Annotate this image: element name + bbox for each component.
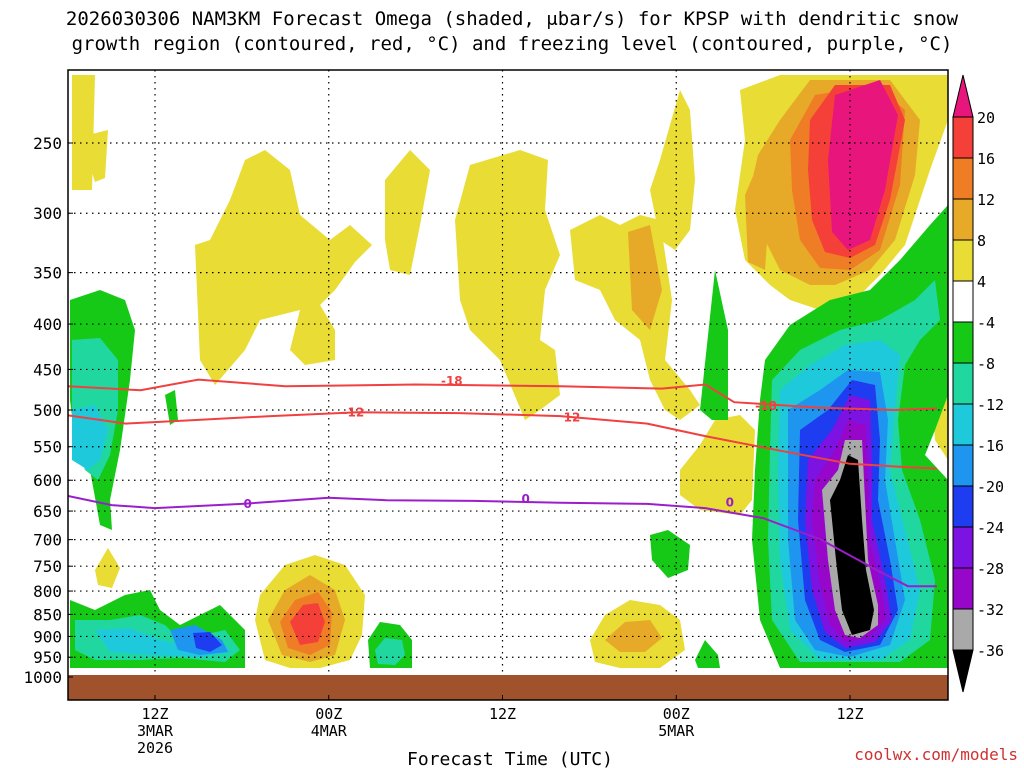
x-tick-label: 5MAR <box>658 722 695 740</box>
colorbar-segment <box>952 444 974 487</box>
shade-upper-yellow-mid <box>195 150 372 385</box>
contour-label: 0 <box>521 492 529 506</box>
colorbar-label: -12 <box>977 396 1004 414</box>
contour-label: -18 <box>441 374 463 388</box>
y-axis: 250 300 350 400 450 500 550 600 650 700 750 800 850 9… <box>23 134 73 687</box>
x-tick-label: 4MAR <box>311 722 348 740</box>
y-tick-label: 750 <box>33 557 62 576</box>
colorbar-label: -24 <box>977 519 1004 537</box>
colorbar-segment <box>952 157 974 200</box>
colorbar-label: -28 <box>977 560 1004 578</box>
shade-upper-yellow-b <box>385 150 430 275</box>
y-tick-label: 250 <box>33 134 62 153</box>
y-tick-label: 450 <box>33 360 62 379</box>
x-tick-label: 12Z <box>141 705 168 723</box>
y-tick-label: 350 <box>33 264 62 283</box>
colorbar-segment <box>952 403 974 446</box>
x-tick-label: 12Z <box>489 705 516 723</box>
y-tick-label: 300 <box>33 204 62 223</box>
x-tick-label: 00Z <box>315 705 342 723</box>
contour-label: 12 <box>564 411 581 425</box>
shade-upper-orange-d <box>628 225 662 330</box>
shade-upper-yellow-e <box>650 90 695 250</box>
colorbar-segment <box>952 116 974 159</box>
colorbar-label: 20 <box>977 109 995 127</box>
colorbar-label: -16 <box>977 437 1004 455</box>
colorbar-label: -32 <box>977 601 1004 619</box>
colorbar-top-triangle <box>952 74 974 118</box>
shade-upper-orange-stripe <box>745 160 770 270</box>
shade-green-low-right <box>695 640 720 668</box>
colorbar-label: 4 <box>977 273 986 291</box>
contour-label: 0 <box>726 496 734 510</box>
colorbar-segment <box>952 526 974 569</box>
colorbar-segment <box>952 567 974 610</box>
contour-label: -18 <box>755 399 777 413</box>
y-tick-label: 700 <box>33 531 62 550</box>
colorbar-bottom-triangle <box>952 649 974 693</box>
colorbar-segment <box>952 239 974 282</box>
shade-low-orange-right <box>605 620 662 652</box>
contour-label: 0 <box>243 497 251 511</box>
y-tick-label: 600 <box>33 471 62 490</box>
y-tick-label: 950 <box>33 648 62 667</box>
colorbar-legend: 20 16 12 8 4 -4 -8 -12 -16 -20 -24 -28 -32 -36 <box>952 74 1004 693</box>
colorbar-segment <box>952 321 974 364</box>
shade-low-red-mid <box>290 603 325 645</box>
y-tick-label: 1000 <box>23 668 62 687</box>
shade-low-teal-mid <box>375 638 405 665</box>
y-tick-label: 800 <box>33 582 62 601</box>
colorbar-label: 8 <box>977 232 986 250</box>
y-tick-label: 900 <box>33 627 62 646</box>
colorbar-label: -8 <box>977 355 995 373</box>
contour-minus18-line <box>68 378 937 412</box>
colorbar-label: 12 <box>977 191 995 209</box>
contour-0-line <box>68 495 937 588</box>
shade-green-sliver <box>165 390 178 425</box>
colorbar-segment <box>952 198 974 241</box>
shade-upper-yellow-d <box>570 215 700 420</box>
colorbar-label: 16 <box>977 150 995 168</box>
shade-right-sink-black <box>830 455 874 635</box>
x-axis-label: Forecast Time (UTC) <box>407 749 613 768</box>
y-tick-label: 500 <box>33 401 62 420</box>
temperature-contours: -18 -18 -12 12 0 0 0 <box>68 374 937 588</box>
plot-area: -18 -18 -12 12 0 0 0 <box>68 70 948 700</box>
y-tick-label: 850 <box>33 605 62 624</box>
y-tick-label: 550 <box>33 438 62 457</box>
contour-label: -12 <box>343 405 365 419</box>
colorbar-segment <box>952 280 974 323</box>
shade-upper-yellow-left <box>72 75 95 190</box>
chart-title-line-1: 2026030306 NAM3KM Forecast Omega (shaded… <box>66 8 959 30</box>
x-tick-label: 12Z <box>836 705 863 723</box>
colorbar-label: -4 <box>977 314 995 332</box>
contour-minus12-line <box>68 411 937 470</box>
shade-green-spike <box>700 270 728 420</box>
colorbar-segment <box>952 485 974 528</box>
grid-lines <box>68 70 948 700</box>
x-tick-label: 00Z <box>663 705 690 723</box>
colorbar-label: -20 <box>977 478 1004 496</box>
x-tick-label: 2026 <box>137 739 173 757</box>
colorbar-segment <box>952 608 974 651</box>
ground-surface <box>68 675 948 700</box>
shade-low-yellow-left <box>95 548 120 588</box>
shade-upper-magenta-right <box>828 80 898 250</box>
x-tick-label: 3MAR <box>137 722 174 740</box>
chart-title-line-2: growth region (contoured, red, °C) and f… <box>72 33 953 55</box>
shade-upper-yellow-c <box>455 150 560 420</box>
colorbar-label: -36 <box>977 642 1004 660</box>
y-tick-label: 650 <box>33 502 62 521</box>
shade-mid-yellow-right <box>680 415 755 515</box>
y-tick-label: 400 <box>33 315 62 334</box>
colorbar-segment <box>952 362 974 405</box>
shade-sink-cyan-left <box>72 405 108 470</box>
plot-frame <box>67 69 949 701</box>
credit-text: coolwx.com/models <box>854 745 1018 764</box>
